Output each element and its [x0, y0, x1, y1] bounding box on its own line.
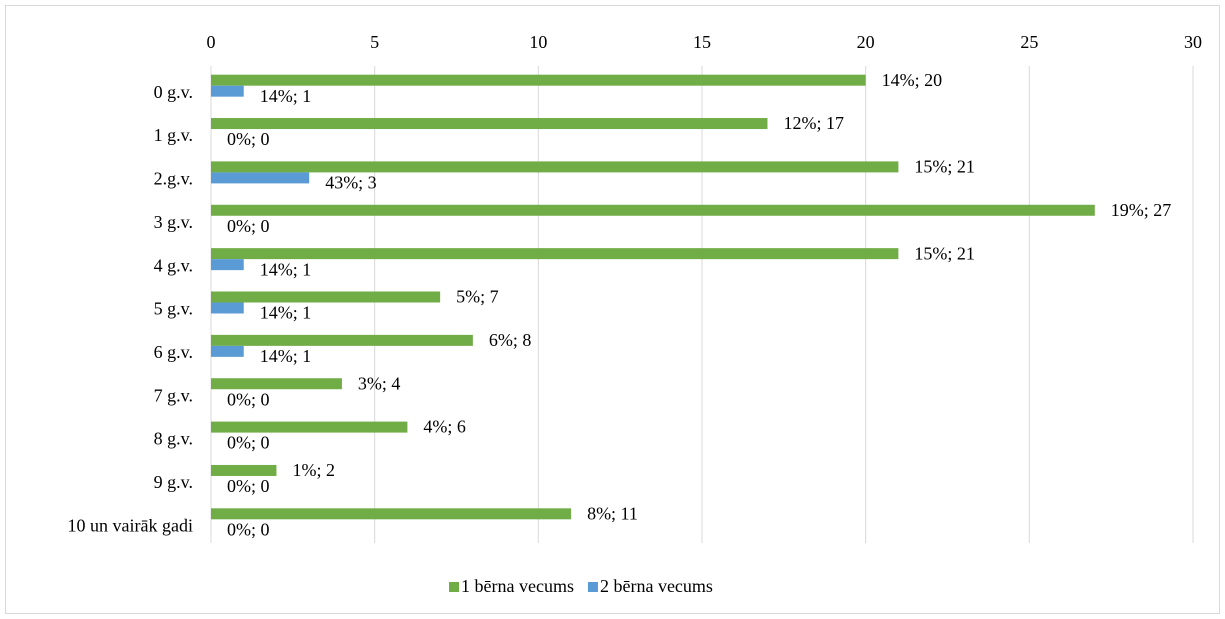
bar: [211, 118, 768, 130]
y-tick-label: 1 g.v.: [154, 125, 193, 145]
y-tick-label: 4 g.v.: [154, 255, 193, 275]
bar: [211, 302, 244, 314]
y-tick-label: 6 g.v.: [154, 342, 193, 362]
bar: [211, 248, 899, 260]
y-tick-label: 2.g.v.: [154, 169, 193, 189]
chart-frame: [5, 5, 1220, 614]
x-tick-label: 5: [370, 32, 379, 52]
x-tick-label: 30: [1184, 32, 1202, 52]
y-tick-label: 0 g.v.: [154, 82, 193, 102]
y-tick-label: 7 g.v.: [154, 385, 193, 405]
y-tick-label: 10 un vairāk gadi: [68, 515, 193, 535]
bar: [211, 161, 899, 173]
data-label: 0%; 0: [227, 389, 270, 409]
x-tick-label: 10: [529, 32, 547, 52]
data-label: 14%; 1: [260, 303, 312, 323]
x-tick-label: 15: [693, 32, 711, 52]
x-tick-label: 20: [857, 32, 875, 52]
bar: [211, 204, 1095, 216]
bar: [211, 334, 473, 346]
bar: [211, 74, 866, 86]
bar: [211, 259, 244, 271]
y-tick-label: 5 g.v.: [154, 299, 193, 319]
data-label: 43%; 3: [325, 173, 377, 193]
data-label: 0%; 0: [227, 216, 270, 236]
data-label: 14%; 20: [882, 70, 943, 90]
legend-label: 2 bērna vecums: [600, 576, 713, 596]
data-label: 1%; 2: [292, 460, 335, 480]
data-label: 14%; 1: [260, 259, 312, 279]
legend-label: 1 bērna vecums: [461, 576, 574, 596]
legend-swatch: [449, 582, 459, 592]
data-label: 15%; 21: [914, 243, 975, 263]
data-label: 0%; 0: [227, 476, 270, 496]
data-label: 15%; 21: [914, 157, 975, 177]
legend-swatch: [587, 582, 598, 592]
data-label: 6%; 8: [489, 330, 532, 350]
bar: [211, 291, 441, 303]
data-label: 14%; 1: [260, 346, 312, 366]
y-tick-label: 9 g.v.: [154, 472, 193, 492]
data-label: 8%; 11: [587, 503, 638, 523]
bar: [211, 85, 244, 97]
data-label: 0%; 0: [227, 433, 270, 453]
data-label: 0%; 0: [227, 519, 270, 539]
y-tick-label: 8 g.v.: [154, 429, 193, 449]
y-tick-label: 3 g.v.: [154, 212, 193, 232]
x-tick-label: 25: [1020, 32, 1038, 52]
data-label: 14%; 1: [260, 86, 312, 106]
bar: [211, 172, 310, 184]
bar: [211, 345, 244, 357]
bar: [211, 464, 277, 476]
data-label: 3%; 4: [358, 373, 401, 393]
data-label: 4%; 6: [423, 417, 466, 437]
bar: [211, 378, 342, 390]
x-tick-label: 0: [207, 32, 216, 52]
data-label: 5%; 7: [456, 287, 499, 307]
data-label: 12%; 17: [783, 113, 844, 133]
data-label: 0%; 0: [227, 129, 270, 149]
bar: [211, 421, 408, 433]
data-label: 19%; 27: [1111, 200, 1172, 220]
bar: [211, 508, 572, 520]
